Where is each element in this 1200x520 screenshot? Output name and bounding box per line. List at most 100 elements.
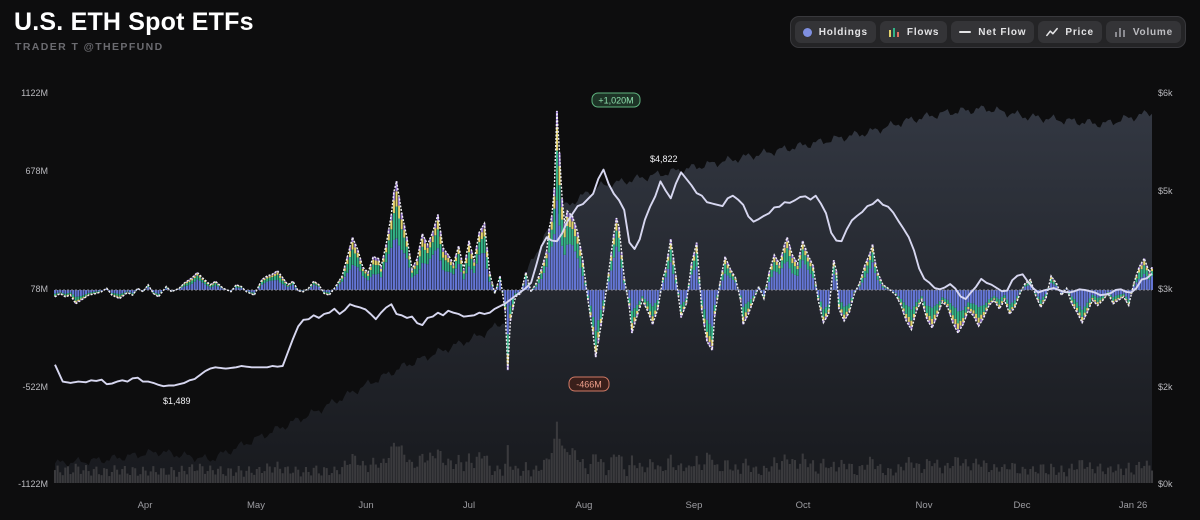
flow-bar-segment	[315, 283, 318, 285]
flow-bar-segment	[700, 305, 703, 309]
flow-bar-segment	[651, 290, 654, 307]
volume-bar	[286, 466, 289, 483]
flow-bar-segment	[731, 276, 734, 280]
y-left-tick: -1122M	[18, 479, 48, 489]
y-left-tick: 678M	[25, 166, 48, 176]
flow-bar-segment	[840, 302, 843, 310]
flow-bar-segment	[799, 255, 802, 260]
volume-bar	[548, 459, 551, 483]
flow-bar-segment	[416, 261, 419, 266]
flow-bar-segment	[475, 246, 478, 250]
flow-bar-segment	[465, 263, 468, 274]
flow-bar-segment	[876, 275, 879, 280]
volume-bar	[297, 469, 300, 483]
net-flow-toggle-button[interactable]: Net Flow	[951, 21, 1035, 43]
flow-bar-segment	[395, 191, 398, 207]
flow-bar-segment	[568, 244, 571, 290]
volume-bar	[783, 454, 786, 483]
flow-bar-segment	[77, 296, 80, 300]
flow-bar-segment	[196, 279, 199, 290]
volume-bar	[540, 469, 543, 483]
volume-bar	[1138, 461, 1141, 483]
flow-bar-segment	[542, 262, 545, 266]
flow-bar-segment	[232, 289, 235, 290]
flow-bar-segment	[581, 275, 584, 290]
flow-bar-segment	[949, 303, 952, 310]
flow-bar-segment	[561, 198, 564, 208]
volume-bar	[765, 467, 768, 483]
flow-bar-segment	[861, 282, 864, 290]
flow-bar-segment	[1127, 299, 1130, 303]
volume-bar	[1109, 466, 1112, 483]
flow-bar-segment	[1013, 290, 1016, 301]
flow-bar-segment	[416, 265, 419, 274]
volume-bar	[977, 464, 980, 483]
flow-bar-segment	[343, 270, 346, 277]
flow-bar-segment	[954, 307, 957, 319]
volume-bar	[462, 471, 465, 483]
flow-bar-segment	[211, 283, 214, 285]
flow-bar-segment	[123, 292, 126, 294]
volume-bar	[416, 466, 419, 483]
flow-bar-segment	[1143, 261, 1146, 266]
callout-layer: +1,020M -466M $4,822 $1,489	[163, 92, 678, 406]
volume-bar	[108, 476, 111, 483]
flow-bar-segment	[705, 319, 708, 332]
flow-bar-segment	[160, 290, 163, 292]
price-toggle-button[interactable]: Price	[1038, 21, 1102, 43]
flow-bar-segment	[1088, 290, 1091, 299]
flow-bar-segment	[253, 294, 256, 295]
volume-bar	[188, 466, 191, 483]
volume-bar	[643, 472, 646, 483]
flow-bar-segment	[840, 290, 843, 303]
flow-bar-segment	[359, 264, 362, 272]
flow-bar-segment	[483, 253, 486, 290]
flow-bar-segment	[312, 284, 315, 290]
flow-bar-segment	[499, 278, 502, 282]
volume-bar	[442, 462, 445, 483]
volume-bar	[271, 472, 274, 483]
flow-bar-segment	[537, 283, 540, 290]
flow-bar-segment	[843, 290, 846, 307]
flow-bar-segment	[292, 282, 295, 285]
flow-bar-segment	[778, 265, 781, 269]
volume-bar	[473, 468, 476, 483]
flow-bar-segment	[323, 290, 326, 292]
volume-toggle-button[interactable]: Volume	[1105, 21, 1181, 43]
volume-bar	[183, 470, 186, 483]
flow-bar-segment	[310, 287, 313, 290]
volume-bar	[113, 465, 116, 483]
flow-bar-segment	[664, 268, 667, 271]
flow-bar-segment	[444, 251, 447, 255]
volume-bar	[814, 471, 817, 483]
volume-bar	[248, 466, 251, 483]
volume-bar	[900, 466, 903, 483]
flow-bar-segment	[390, 229, 393, 248]
flow-bar-segment	[563, 254, 566, 290]
flow-bar-segment	[141, 290, 144, 291]
flow-bar-segment	[1135, 278, 1138, 283]
volume-bar	[116, 469, 119, 483]
volume-bar	[457, 454, 460, 483]
holdings-toggle-button[interactable]: Holdings	[794, 21, 876, 43]
flow-bar-segment	[413, 265, 416, 269]
flow-bar-segment	[990, 290, 993, 298]
flow-bar-segment	[703, 309, 706, 319]
flow-bar-segment	[1068, 292, 1071, 295]
flow-bar-segment	[147, 287, 150, 290]
flow-bar-segment	[589, 305, 592, 313]
flow-bar-segment	[268, 276, 271, 278]
flows-toggle-button[interactable]: Flows	[879, 21, 948, 43]
volume-bar	[633, 465, 636, 483]
flow-bar-segment	[79, 290, 82, 297]
volume-bar	[946, 462, 949, 483]
flow-bar-segment	[317, 285, 320, 287]
flow-bar-segment	[385, 262, 388, 290]
volume-bar	[103, 468, 106, 483]
volume-bar	[617, 454, 621, 483]
x-axis-month-label: Nov	[916, 500, 933, 511]
flow-bar-segment	[550, 221, 553, 230]
flow-bar-segment	[108, 290, 111, 292]
flow-bar-segment	[1109, 294, 1112, 297]
